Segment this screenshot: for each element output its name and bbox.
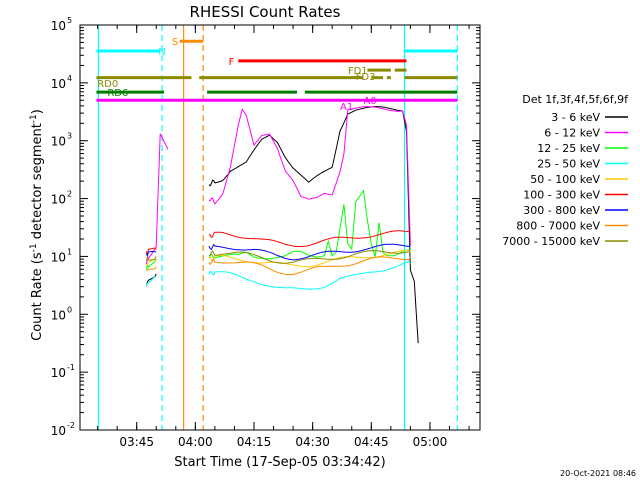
series-line-3-seg-0 [146, 276, 157, 287]
y-tick-exp-2: 0 [67, 305, 72, 314]
series-line-3-seg-1 [208, 260, 411, 290]
marker-label-FD1: FD1 [348, 66, 368, 77]
legend-label-2: 12 - 25 keV [537, 142, 600, 155]
series-lines [146, 106, 419, 344]
y-tick-exp-5: 3 [67, 132, 72, 141]
series-line-5-seg-1 [208, 230, 411, 248]
marker-label-FD3: FD3 [356, 72, 376, 83]
legend-label-5: 100 - 300 keV [523, 189, 600, 202]
y-tick-label-6: 10 [51, 77, 66, 91]
marker-label-A1: A1 [340, 102, 353, 113]
series-line-0-seg-1 [208, 106, 419, 344]
marker-label-RD0: RD0 [97, 79, 118, 90]
y-tick-label-7: 10 [51, 19, 66, 33]
series-line-2-seg-1 [208, 189, 411, 260]
series-line-1-seg-0 [146, 133, 169, 265]
marker-label-F: F [229, 57, 235, 68]
marker-label-A0: A0 [363, 96, 376, 107]
series-line-6-seg-0 [146, 250, 157, 259]
x-tick-label-2: 04:15 [237, 435, 272, 449]
instrument-state-vlines [97, 25, 458, 430]
legend-label-0: 3 - 6 keV [551, 111, 600, 124]
series-line-8-seg-1 [208, 249, 411, 264]
x-axis-ticks: 03:45 04:00 04:15 04:30 04:45 05:00 [97, 25, 470, 449]
x-tick-label-0: 03:45 [119, 435, 154, 449]
y-axis-label: Count Rate (s-1 detector segment-1) [29, 109, 45, 341]
legend-label-4: 50 - 100 keV [530, 173, 600, 186]
y-tick-label-1: 10 [51, 366, 66, 380]
marker-label-RD6: RD6 [107, 88, 128, 99]
marker-label-S: S [172, 37, 178, 48]
footer-date: 20-Oct-2021 08:46 [560, 469, 636, 478]
x-tick-label-3: 04:30 [295, 435, 330, 449]
series-line-6-seg-1 [208, 243, 411, 261]
y-tick-exp-4: 2 [67, 190, 72, 199]
legend-label-1: 6 - 12 keV [544, 127, 600, 140]
legend-title: Det 1f,3f,4f,5f,6f,9f [522, 93, 629, 106]
series-line-1-seg-1 [209, 106, 411, 245]
legend-label-7: 800 - 7000 keV [516, 220, 600, 233]
y-tick-exp-0: -2 [67, 421, 75, 430]
chart-title: RHESSI Count Rates [190, 3, 341, 21]
y-tick-label-5: 10 [51, 135, 66, 149]
legend-label-8: 7000 - 15000 keV [502, 235, 600, 248]
x-tick-label-1: 04:00 [178, 435, 213, 449]
y-tick-exp-7: 5 [67, 16, 72, 25]
series-line-7-seg-1 [208, 256, 411, 275]
y-tick-exp-3: 1 [67, 247, 72, 256]
plot-frame [79, 24, 481, 431]
y-tick-label-0: 10 [51, 424, 66, 438]
legend-label-6: 300 - 800 keV [523, 204, 600, 217]
marker-label-N: N [158, 47, 165, 58]
series-line-7-seg-0 [146, 266, 157, 272]
y-tick-label-4: 10 [51, 193, 66, 207]
x-tick-label-4: 04:45 [354, 435, 389, 449]
x-tick-label-5: 05:00 [413, 435, 448, 449]
series-line-8-seg-0 [146, 255, 157, 262]
legend: 3 - 6 keV 6 - 12 keV 12 - 25 keV 25 - 50 ke… [502, 111, 628, 248]
y-tick-exp-1: -1 [67, 363, 75, 372]
legend-label-3: 25 - 50 keV [537, 158, 600, 171]
state-markers [96, 39, 458, 102]
y-tick-label-3: 10 [51, 250, 66, 264]
y-tick-label-2: 10 [51, 308, 66, 322]
x-axis-label: Start Time (17-Sep-05 03:34:42) [174, 455, 385, 470]
y-tick-exp-6: 4 [67, 74, 72, 83]
